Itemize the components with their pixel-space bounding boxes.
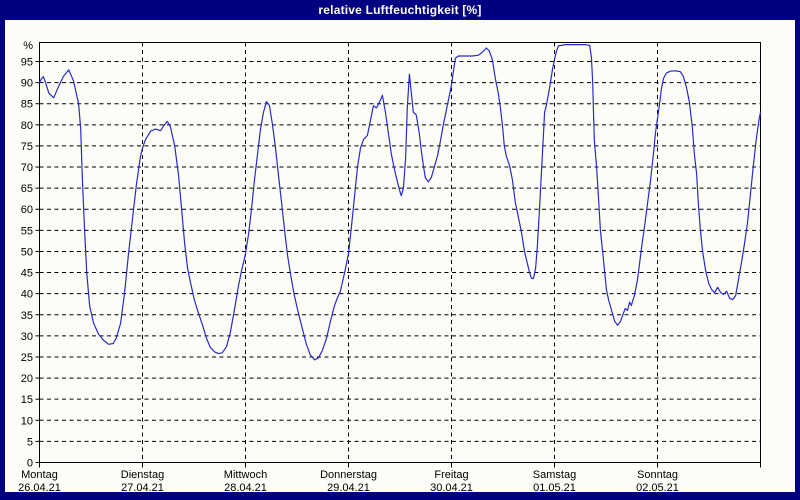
y-axis-unit-label: % [23,40,33,52]
y-tick-label: 15 [21,394,33,406]
y-tick-label: 80 [21,120,33,132]
y-tick-label: 95 [21,57,33,69]
page-title: relative Luftfeuchtigkeit [%] [318,3,482,17]
day-name-label: Montag [21,469,58,481]
day-date-label: 30.04.21 [430,482,473,492]
humidity-chart: 0 5 10 15 20 25 30 35 40 45 50 55 60 65 70 75 80 85 90 95% M… [18,40,762,492]
y-tick-label: 60 [21,204,33,216]
y-tick-label: 85 [21,99,33,111]
day-name-label: Mittwoch [224,469,267,481]
day-name-label: Sonntag [637,469,678,481]
title-bar: relative Luftfeuchtigkeit [%] [0,0,800,20]
y-tick-label: 30 [21,331,33,343]
y-tick-label: 50 [21,246,33,258]
y-tick-label: 90 [21,78,33,90]
y-tick-label: 65 [21,183,33,195]
day-date-label: 26.04.21 [18,482,61,492]
y-tick-label: 55 [21,225,33,237]
y-tick-label: 75 [21,141,33,153]
y-tick-label: 20 [21,373,33,385]
chart-area: 0 5 10 15 20 25 30 35 40 45 50 55 60 65 70 75 80 85 90 95% M… [5,20,795,492]
day-date-label: 02.05.21 [636,482,679,492]
y-tick-label: 35 [21,310,33,322]
y-tick-label: 45 [21,268,33,280]
day-name-label: Dienstag [121,469,164,481]
y-tick-label: 5 [27,436,33,448]
y-tick-label: 25 [21,352,33,364]
day-date-label: 28.04.21 [224,482,267,492]
day-name-label: Freitag [434,469,468,481]
humidity-line [38,44,762,361]
y-tick-label: 0 [27,458,33,470]
y-tick-label: 70 [21,162,33,174]
day-date-label: 27.04.21 [121,482,164,492]
day-name-label: Samstag [533,469,576,481]
y-tick-label: 10 [21,415,33,427]
day-date-label: 29.04.21 [327,482,370,492]
day-name-label: Donnerstag [320,469,377,481]
plot-frame [39,42,761,463]
y-tick-label: 40 [21,289,33,301]
day-date-label: 01.05.21 [533,482,576,492]
